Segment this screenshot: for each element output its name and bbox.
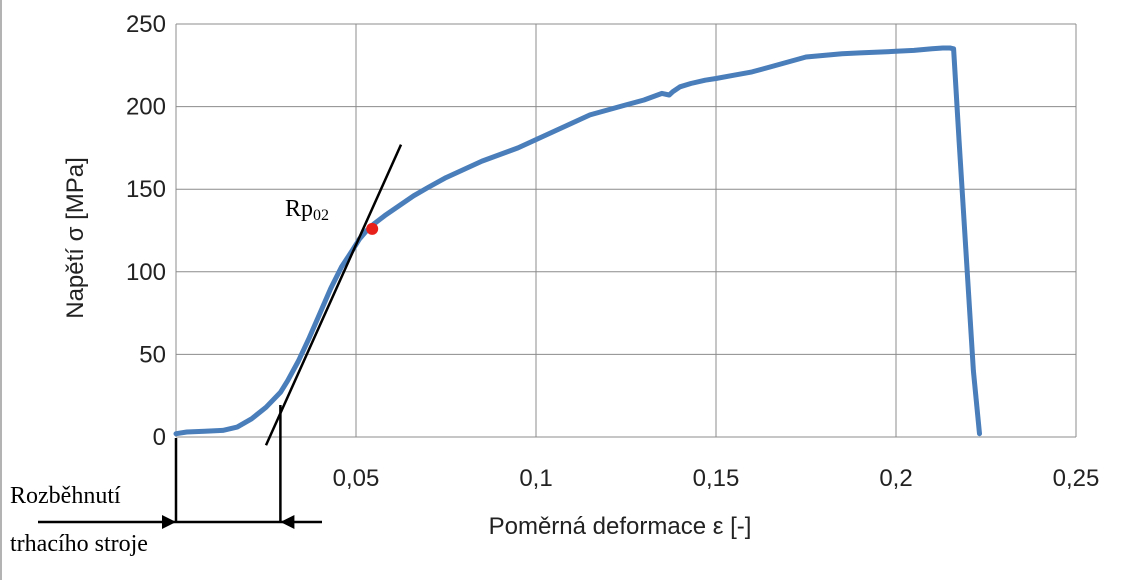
y-tick-label: 250 <box>126 11 166 38</box>
x-axis-label: Poměrná deformace ε [-] <box>489 513 752 540</box>
y-tick-label: 150 <box>126 176 166 203</box>
series-line <box>173 45 982 437</box>
x-tick-label: 0,15 <box>693 465 740 492</box>
annotation-arrowhead-right <box>280 515 295 529</box>
marker-group <box>366 222 379 235</box>
annotation-line-2: trhacího stroje <box>10 531 148 557</box>
annotation-group <box>38 405 322 529</box>
tangent-line <box>264 144 403 446</box>
tick-labels: 0 50 100 150 200 250 0,05 0,1 0,15 0,2 0,25 <box>126 11 1099 492</box>
annotation-arrowhead-left <box>162 515 176 529</box>
x-tick-label: 0,05 <box>333 465 380 492</box>
rp02-point <box>366 222 379 235</box>
annotation-line-1: Rozběhnutí <box>10 483 121 509</box>
x-tick-label: 0,2 <box>879 465 912 492</box>
y-tick-label: 100 <box>126 259 166 286</box>
y-axis-label: Napětí σ [MPa] <box>62 157 89 319</box>
x-tick-label: 0,1 <box>519 465 552 492</box>
rp02-label: Rp02 <box>285 196 329 224</box>
x-tick-label: 0,25 <box>1053 465 1100 492</box>
y-tick-label: 50 <box>139 341 166 368</box>
y-tick-label: 200 <box>126 94 166 121</box>
series-group <box>173 45 982 437</box>
y-tick-label: 0 <box>153 424 166 451</box>
tangent-group <box>264 144 403 446</box>
